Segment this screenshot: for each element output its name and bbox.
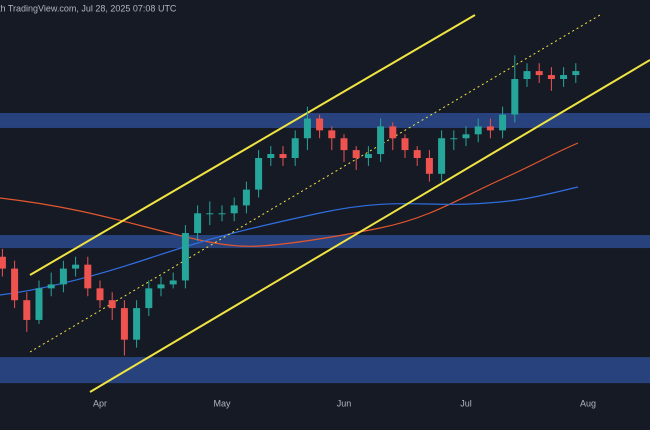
candle-body bbox=[59, 268, 67, 285]
candle-body bbox=[0, 256, 6, 269]
x-tick-label: Apr bbox=[93, 398, 107, 408]
candle-body bbox=[145, 288, 153, 309]
candle-body bbox=[255, 158, 263, 190]
support-zone bbox=[0, 235, 650, 249]
candle-body bbox=[535, 71, 543, 76]
candle-body bbox=[194, 213, 202, 234]
candle-body bbox=[560, 75, 568, 79]
candle-body bbox=[35, 288, 43, 320]
candle-body bbox=[11, 268, 19, 301]
candle-body bbox=[486, 126, 494, 131]
support-zone bbox=[0, 112, 650, 128]
candle-body bbox=[572, 71, 580, 76]
candle-body bbox=[413, 150, 421, 158]
moving-average-blue bbox=[0, 186, 579, 296]
candle-body bbox=[511, 79, 519, 115]
x-tick-label: Jul bbox=[460, 398, 472, 408]
channel-upper bbox=[29, 14, 476, 276]
candle-body bbox=[206, 213, 214, 215]
x-tick-label: Aug bbox=[580, 398, 596, 408]
candle-body bbox=[438, 138, 446, 174]
candle-body bbox=[547, 75, 555, 79]
channel-lower bbox=[89, 59, 650, 393]
candle-body bbox=[157, 284, 165, 289]
candles bbox=[0, 55, 580, 356]
candle-body bbox=[242, 189, 250, 206]
candle-body bbox=[425, 158, 433, 174]
channel-mid bbox=[29, 14, 601, 353]
candle-body bbox=[291, 138, 299, 158]
candle-body bbox=[96, 288, 104, 301]
candle-body bbox=[352, 150, 360, 158]
candle-body bbox=[23, 300, 31, 320]
candle-body bbox=[72, 264, 80, 269]
candle-body bbox=[401, 138, 409, 151]
candle-body bbox=[499, 114, 507, 131]
candle-body bbox=[279, 154, 287, 158]
candle-body bbox=[377, 126, 385, 155]
candle-body bbox=[474, 126, 482, 135]
candle-body bbox=[169, 280, 177, 285]
candle-body bbox=[523, 71, 531, 79]
candle-body bbox=[120, 308, 128, 340]
candle-body bbox=[462, 134, 470, 139]
candle-body bbox=[218, 213, 226, 215]
candle-body bbox=[316, 118, 324, 131]
x-tick-label: May bbox=[213, 398, 231, 408]
zones bbox=[0, 112, 650, 384]
header: th TradingView.com, Jul 28, 2025 07:08 U… bbox=[0, 3, 177, 13]
x-tick-label: Jun bbox=[337, 398, 352, 408]
candle-body bbox=[450, 138, 458, 140]
candle-body bbox=[84, 264, 92, 289]
candle-body bbox=[181, 233, 189, 281]
candle-body bbox=[389, 126, 397, 139]
support-zone bbox=[0, 357, 650, 384]
candle-body bbox=[230, 205, 238, 214]
candle-body bbox=[47, 284, 55, 289]
candle-body bbox=[267, 154, 275, 158]
candle-body bbox=[364, 154, 372, 158]
candle-body bbox=[133, 308, 141, 340]
candle-body bbox=[108, 300, 116, 309]
candle-body bbox=[303, 118, 311, 139]
candle-body bbox=[328, 130, 336, 139]
moving-average-red bbox=[0, 142, 579, 247]
candle-body bbox=[340, 138, 348, 151]
